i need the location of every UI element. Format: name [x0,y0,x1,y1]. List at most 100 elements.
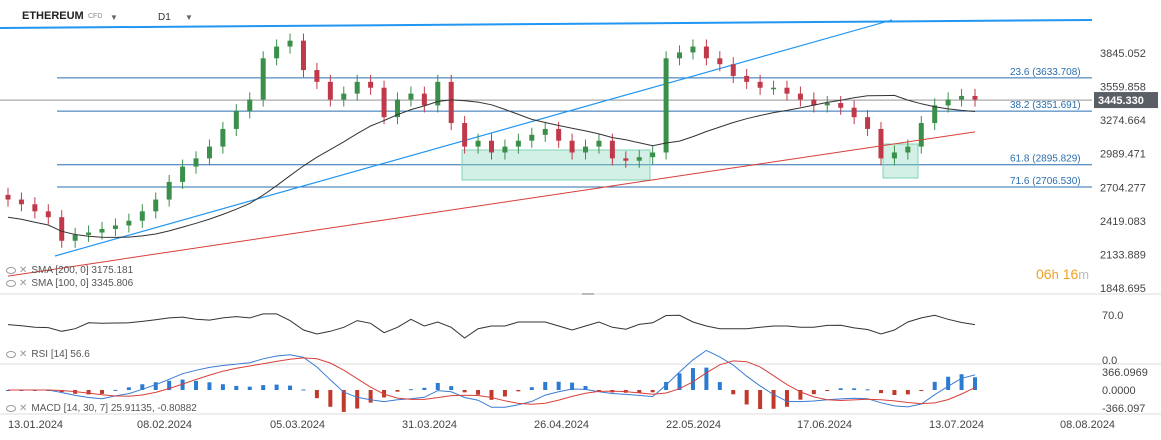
candle-up [690,39,696,60]
candle-body [260,58,266,100]
candle-body [905,146,911,153]
eye-icon[interactable] [6,350,16,358]
macd-axis-label: 366.0969 [1102,367,1148,379]
candle-body [233,111,239,129]
candle-body [314,70,320,82]
candle-body [166,181,172,200]
candle-body [663,58,669,153]
macd-histogram-bar [462,390,467,393]
candle-down [972,88,978,107]
sma200-legend[interactable]: ✕ SMA [200, 0] 3175.181 [6,265,133,276]
macd-legend[interactable]: ✕ MACD [14, 30, 7] 25.91135, -0.80882 [6,403,197,414]
macd-histogram-bar [878,390,883,394]
candle-body [112,225,118,229]
candle-up [824,95,830,113]
macd-histogram-bar [408,389,413,391]
macd-histogram-bar [717,382,722,390]
candle-up [435,74,441,113]
candle-up [341,86,347,107]
candle-down [811,92,817,113]
candle-up [529,127,535,148]
candle-up [139,204,145,228]
rsi-legend[interactable]: ✕ RSI [14] 56.6 [6,349,90,360]
macd-histogram-bar [301,389,306,391]
candle-down [421,86,427,113]
macd-histogram-bar [502,390,507,397]
macd-histogram-bar [247,386,252,390]
rsi-line [7,313,976,339]
candle-down [5,187,11,207]
candle-body [421,93,427,106]
rsi-axis-label: 70.0 [1102,310,1123,322]
eye-icon[interactable] [6,266,16,274]
candle-body [972,95,978,100]
candle-body [220,128,226,147]
candle-body [945,99,951,106]
candle-down [609,133,615,166]
chart-toolbar: ETHEREUM CFD ▼ D1 ▼ [0,0,1161,24]
candle-up [233,104,239,136]
rsi-axis-label: 0.0 [1102,355,1117,367]
macd-histogram-bar [328,390,333,407]
macd-histogram-bar [865,389,870,391]
candle-body [623,158,629,161]
macd-histogram-bar [959,374,964,390]
macd-histogram-bar [167,380,172,390]
symbol-dropdown-icon[interactable]: ▼ [110,13,118,22]
current-price-value: 3445.330 [1098,95,1144,107]
date-axis-label: 26.04.2024 [534,419,589,431]
price-axis-label: 1848.695 [1100,283,1146,295]
candle-body [851,107,857,118]
close-icon[interactable]: ✕ [19,278,28,289]
sma100-line [7,94,976,238]
pane-resize-handle [582,293,594,295]
candle-body [381,87,387,118]
candle-body [703,46,709,59]
macd-histogram-bar [905,390,910,395]
macd-histogram-bar [852,388,857,390]
candle-up [72,227,78,248]
eye-icon[interactable] [6,279,16,287]
candle-body [180,166,186,182]
macd-histogram-bar [744,390,749,405]
resistance-line [0,19,1093,29]
candle-up [274,39,280,66]
symbol-label[interactable]: ETHEREUM [22,10,84,22]
macd-histogram-bar [234,385,239,390]
current-price-tag [1094,92,1158,109]
candle-up [918,115,924,154]
candle-body [569,140,575,153]
macd-histogram-bar [529,387,534,390]
candle-down [757,74,763,95]
candle-body [502,146,508,153]
close-icon[interactable]: ✕ [19,403,28,414]
date-axis-label: 31.03.2024 [402,419,457,431]
candle-body [448,81,454,124]
close-icon[interactable]: ✕ [19,349,28,360]
macd-histogram-bar [274,384,279,390]
macd-histogram-bar [650,390,655,393]
candle-up [502,139,508,160]
macd-histogram-bar [758,390,763,410]
macd-histogram-bar [784,390,789,407]
consolidation-box [882,143,919,179]
candle-body [824,103,830,106]
macd-histogram-bar [811,390,816,395]
macd-histogram-bar [435,382,440,390]
candle-body [542,128,548,135]
close-icon[interactable]: ✕ [19,265,28,276]
candle-body [583,146,589,153]
candle-body [32,204,38,212]
eye-icon[interactable] [6,404,16,412]
macd-signal-line [8,357,976,405]
candle-body [797,93,803,100]
price-axis-label: 2133.889 [1100,249,1146,261]
candle-body [717,58,723,65]
candle-up [287,33,293,54]
timeframe-dropdown-icon[interactable]: ▼ [185,13,193,22]
candle-body [757,81,763,88]
timeframe-label[interactable]: D1 [158,12,171,23]
sma100-legend[interactable]: ✕ SMA [100, 0] 3345.806 [6,278,133,289]
candle-down [462,115,468,154]
